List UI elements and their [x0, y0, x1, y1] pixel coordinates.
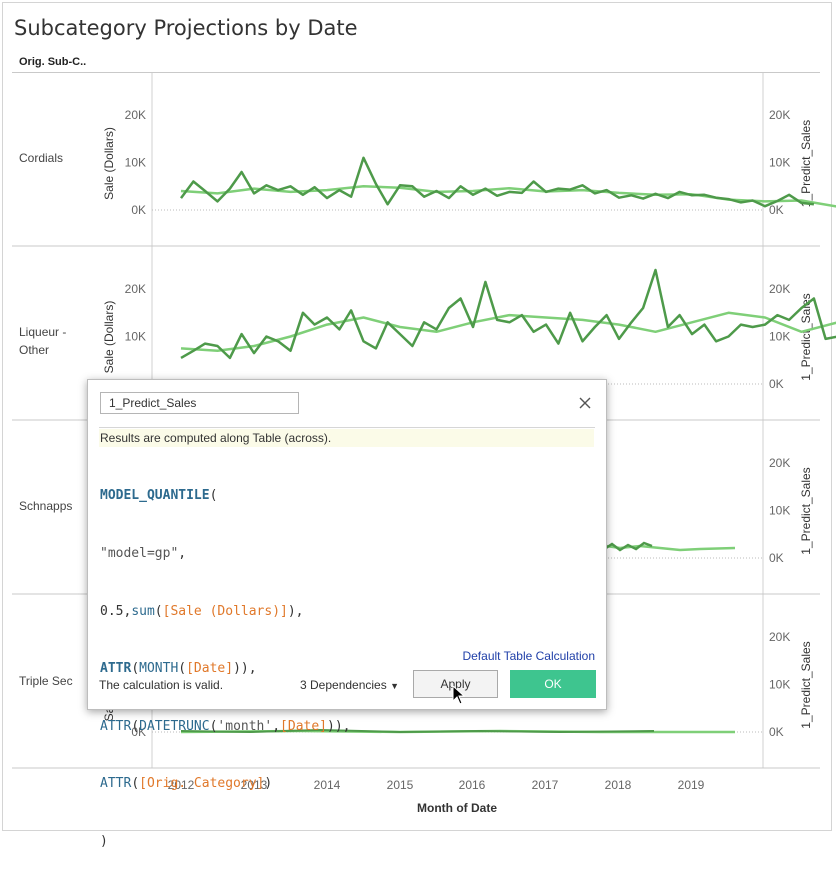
- y-tick-label-left: 0K: [131, 725, 146, 739]
- calc-name-input[interactable]: [100, 392, 299, 414]
- y-tick-label-left: 20K: [125, 108, 146, 122]
- row-label: Cordials: [19, 151, 63, 165]
- x-tick-label: 2018: [605, 778, 632, 792]
- page-title: Subcategory Projections by Date: [14, 16, 358, 40]
- y-tick-label-right: 0K: [769, 551, 784, 565]
- x-tick-label: 2013: [241, 778, 268, 792]
- dependencies-label: 3 Dependencies: [300, 678, 387, 692]
- dependencies-dropdown[interactable]: 3 Dependencies ▼: [300, 678, 399, 692]
- x-tick-label: 2014: [314, 778, 341, 792]
- row-label: Triple Sec: [19, 674, 73, 688]
- series-line-actual[interactable]: [179, 156, 815, 208]
- y-tick-label-left: 20K: [125, 282, 146, 296]
- formula-line-3: 0.5,sum([Sale (Dollars)]),: [100, 603, 304, 619]
- header-divider: [12, 72, 820, 73]
- x-tick-label: 2017: [532, 778, 559, 792]
- series-line-actual[interactable]: [180, 268, 836, 360]
- y-tick-label-right: 20K: [769, 282, 790, 296]
- y-axis-title-right: 1_Predict_Sales: [799, 293, 813, 380]
- y-tick-label-right: 0K: [769, 377, 784, 391]
- formula-line-4: ATTR(MONTH([Date])),: [100, 661, 257, 677]
- y-tick-label-right: 10K: [769, 156, 790, 170]
- x-axis-title: Month of Date: [417, 801, 497, 815]
- y-tick-label-right: 20K: [769, 456, 790, 470]
- y-axis-title-right: 1_Predict_Sales: [799, 467, 813, 554]
- editor-divider: [99, 427, 595, 428]
- y-tick-label-right: 10K: [769, 504, 790, 518]
- dashboard-frame: [2, 2, 832, 831]
- row-label: Other: [19, 343, 49, 357]
- y-tick-label-right: 10K: [769, 678, 790, 692]
- y-tick-label-left: 10K: [125, 330, 146, 344]
- formula-line-5: ATTR(DATETRUNC('month',[Date])),: [100, 718, 351, 734]
- y-tick-label-right: 20K: [769, 108, 790, 122]
- formula-line-2: "model=gp",: [100, 546, 187, 562]
- x-tick-label: 2012: [168, 778, 195, 792]
- y-axis-title-left: Sale (Dollars): [102, 301, 116, 374]
- chevron-down-icon: ▼: [390, 681, 399, 691]
- formula-editor[interactable]: MODEL_QUANTILE( "model=gp", 0.5,sum([Sal…: [100, 448, 351, 890]
- y-tick-label-left: 10K: [125, 156, 146, 170]
- y-axis-title-left: Sale (Dollars): [102, 127, 116, 200]
- formula-token-field: [Sale (Dollars)]: [162, 603, 288, 619]
- y-axis-title-right: 1_Predict_Sales: [799, 641, 813, 728]
- column-header[interactable]: Orig. Sub-C..: [19, 56, 87, 68]
- series-line-actual[interactable]: [605, 541, 653, 552]
- y-tick-label-right: 0K: [769, 203, 784, 217]
- x-tick-label: 2015: [387, 778, 414, 792]
- formula-line-1: MODEL_QUANTILE(: [100, 488, 218, 504]
- ok-button[interactable]: OK: [510, 670, 596, 698]
- mouse-cursor-icon: [452, 685, 466, 705]
- row-label: Liqueur -: [19, 325, 66, 339]
- validation-status: The calculation is valid.: [99, 678, 224, 692]
- row-label: Schnapps: [19, 499, 72, 513]
- y-tick-label-right: 20K: [769, 630, 790, 644]
- y-tick-label-right: 10K: [769, 330, 790, 344]
- series-line-actual[interactable]: [180, 728, 655, 734]
- formula-token-string: "model=gp": [100, 546, 179, 562]
- info-bar: Results are computed along Table (across…: [99, 429, 594, 447]
- formula-token-function: MODEL_QUANTILE: [100, 488, 210, 504]
- close-icon[interactable]: [577, 395, 593, 411]
- x-tick-label: 2019: [678, 778, 705, 792]
- y-axis-title-right: 1_Predict_Sales: [799, 120, 813, 207]
- default-table-calculation-link[interactable]: Default Table Calculation: [462, 649, 595, 663]
- series-line-predicted[interactable]: [605, 544, 736, 552]
- series-line-predicted[interactable]: [180, 311, 836, 353]
- x-tick-label: 2016: [459, 778, 486, 792]
- series-line-predicted[interactable]: [180, 185, 836, 236]
- y-tick-label-right: 0K: [769, 725, 784, 739]
- y-tick-label-left: 0K: [131, 203, 146, 217]
- formula-line-6: ATTR([Orig. Category]): [100, 776, 273, 792]
- calculation-dialog: Results are computed along Table (across…: [87, 379, 607, 849]
